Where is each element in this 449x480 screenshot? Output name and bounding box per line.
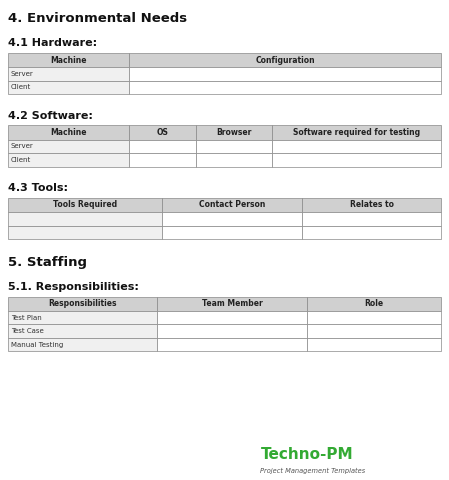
Text: Test Case: Test Case	[11, 328, 44, 334]
Bar	[129, 81, 441, 94]
Bar	[272, 140, 441, 153]
Text: 5.1. Responsibilities:: 5.1. Responsibilities:	[8, 282, 139, 292]
Text: Responsibilities: Responsibilities	[48, 300, 117, 308]
Text: Server: Server	[11, 71, 34, 77]
Bar	[307, 297, 441, 311]
Bar	[158, 338, 307, 351]
Bar	[8, 53, 129, 67]
Bar	[196, 125, 272, 140]
Bar	[158, 297, 307, 311]
Bar	[307, 311, 441, 324]
Text: Client: Client	[11, 157, 31, 163]
Text: Server: Server	[11, 144, 34, 149]
Text: Techno-PM: Techno-PM	[260, 447, 353, 462]
Text: Manual Testing: Manual Testing	[11, 342, 63, 348]
Bar	[129, 53, 441, 67]
Text: 5. Staffing: 5. Staffing	[8, 256, 87, 269]
Bar	[129, 140, 196, 153]
Bar	[8, 81, 129, 94]
Text: Test Plan: Test Plan	[11, 315, 41, 321]
Bar	[8, 125, 129, 140]
Bar	[8, 198, 162, 212]
Bar	[8, 338, 158, 351]
Bar	[272, 125, 441, 140]
Bar	[303, 212, 441, 226]
Bar	[307, 338, 441, 351]
Text: Contact Person: Contact Person	[199, 201, 265, 209]
Bar	[303, 198, 441, 212]
Bar	[196, 153, 272, 167]
Text: Role: Role	[364, 300, 383, 308]
Text: Software required for testing: Software required for testing	[293, 128, 420, 137]
Text: 4.2 Software:: 4.2 Software:	[8, 111, 93, 121]
Bar	[8, 140, 129, 153]
Bar	[129, 153, 196, 167]
Bar	[196, 140, 272, 153]
Text: Tools Required: Tools Required	[53, 201, 117, 209]
Bar	[8, 226, 162, 239]
Bar	[158, 311, 307, 324]
Bar	[129, 67, 441, 81]
Bar	[272, 153, 441, 167]
Bar	[8, 297, 158, 311]
Text: 4.3 Tools:: 4.3 Tools:	[8, 183, 68, 193]
Bar	[162, 226, 303, 239]
Bar	[8, 324, 158, 338]
Text: Project Management Templates: Project Management Templates	[260, 468, 365, 474]
Text: Configuration: Configuration	[255, 56, 315, 64]
Text: Team Member: Team Member	[202, 300, 263, 308]
Text: Browser: Browser	[216, 128, 252, 137]
Bar	[8, 153, 129, 167]
Bar	[129, 125, 196, 140]
Bar	[307, 324, 441, 338]
Text: Client: Client	[11, 84, 31, 90]
Text: 4.1 Hardware:: 4.1 Hardware:	[8, 38, 97, 48]
Text: 4. Environmental Needs: 4. Environmental Needs	[8, 12, 187, 25]
Text: Machine: Machine	[50, 128, 87, 137]
Bar	[162, 198, 303, 212]
Bar	[162, 212, 303, 226]
Bar	[8, 67, 129, 81]
Text: OS: OS	[157, 128, 169, 137]
Bar	[8, 212, 162, 226]
Bar	[158, 324, 307, 338]
Text: Relates to: Relates to	[350, 201, 394, 209]
Text: Machine: Machine	[50, 56, 87, 64]
Bar	[303, 226, 441, 239]
Bar	[8, 311, 158, 324]
